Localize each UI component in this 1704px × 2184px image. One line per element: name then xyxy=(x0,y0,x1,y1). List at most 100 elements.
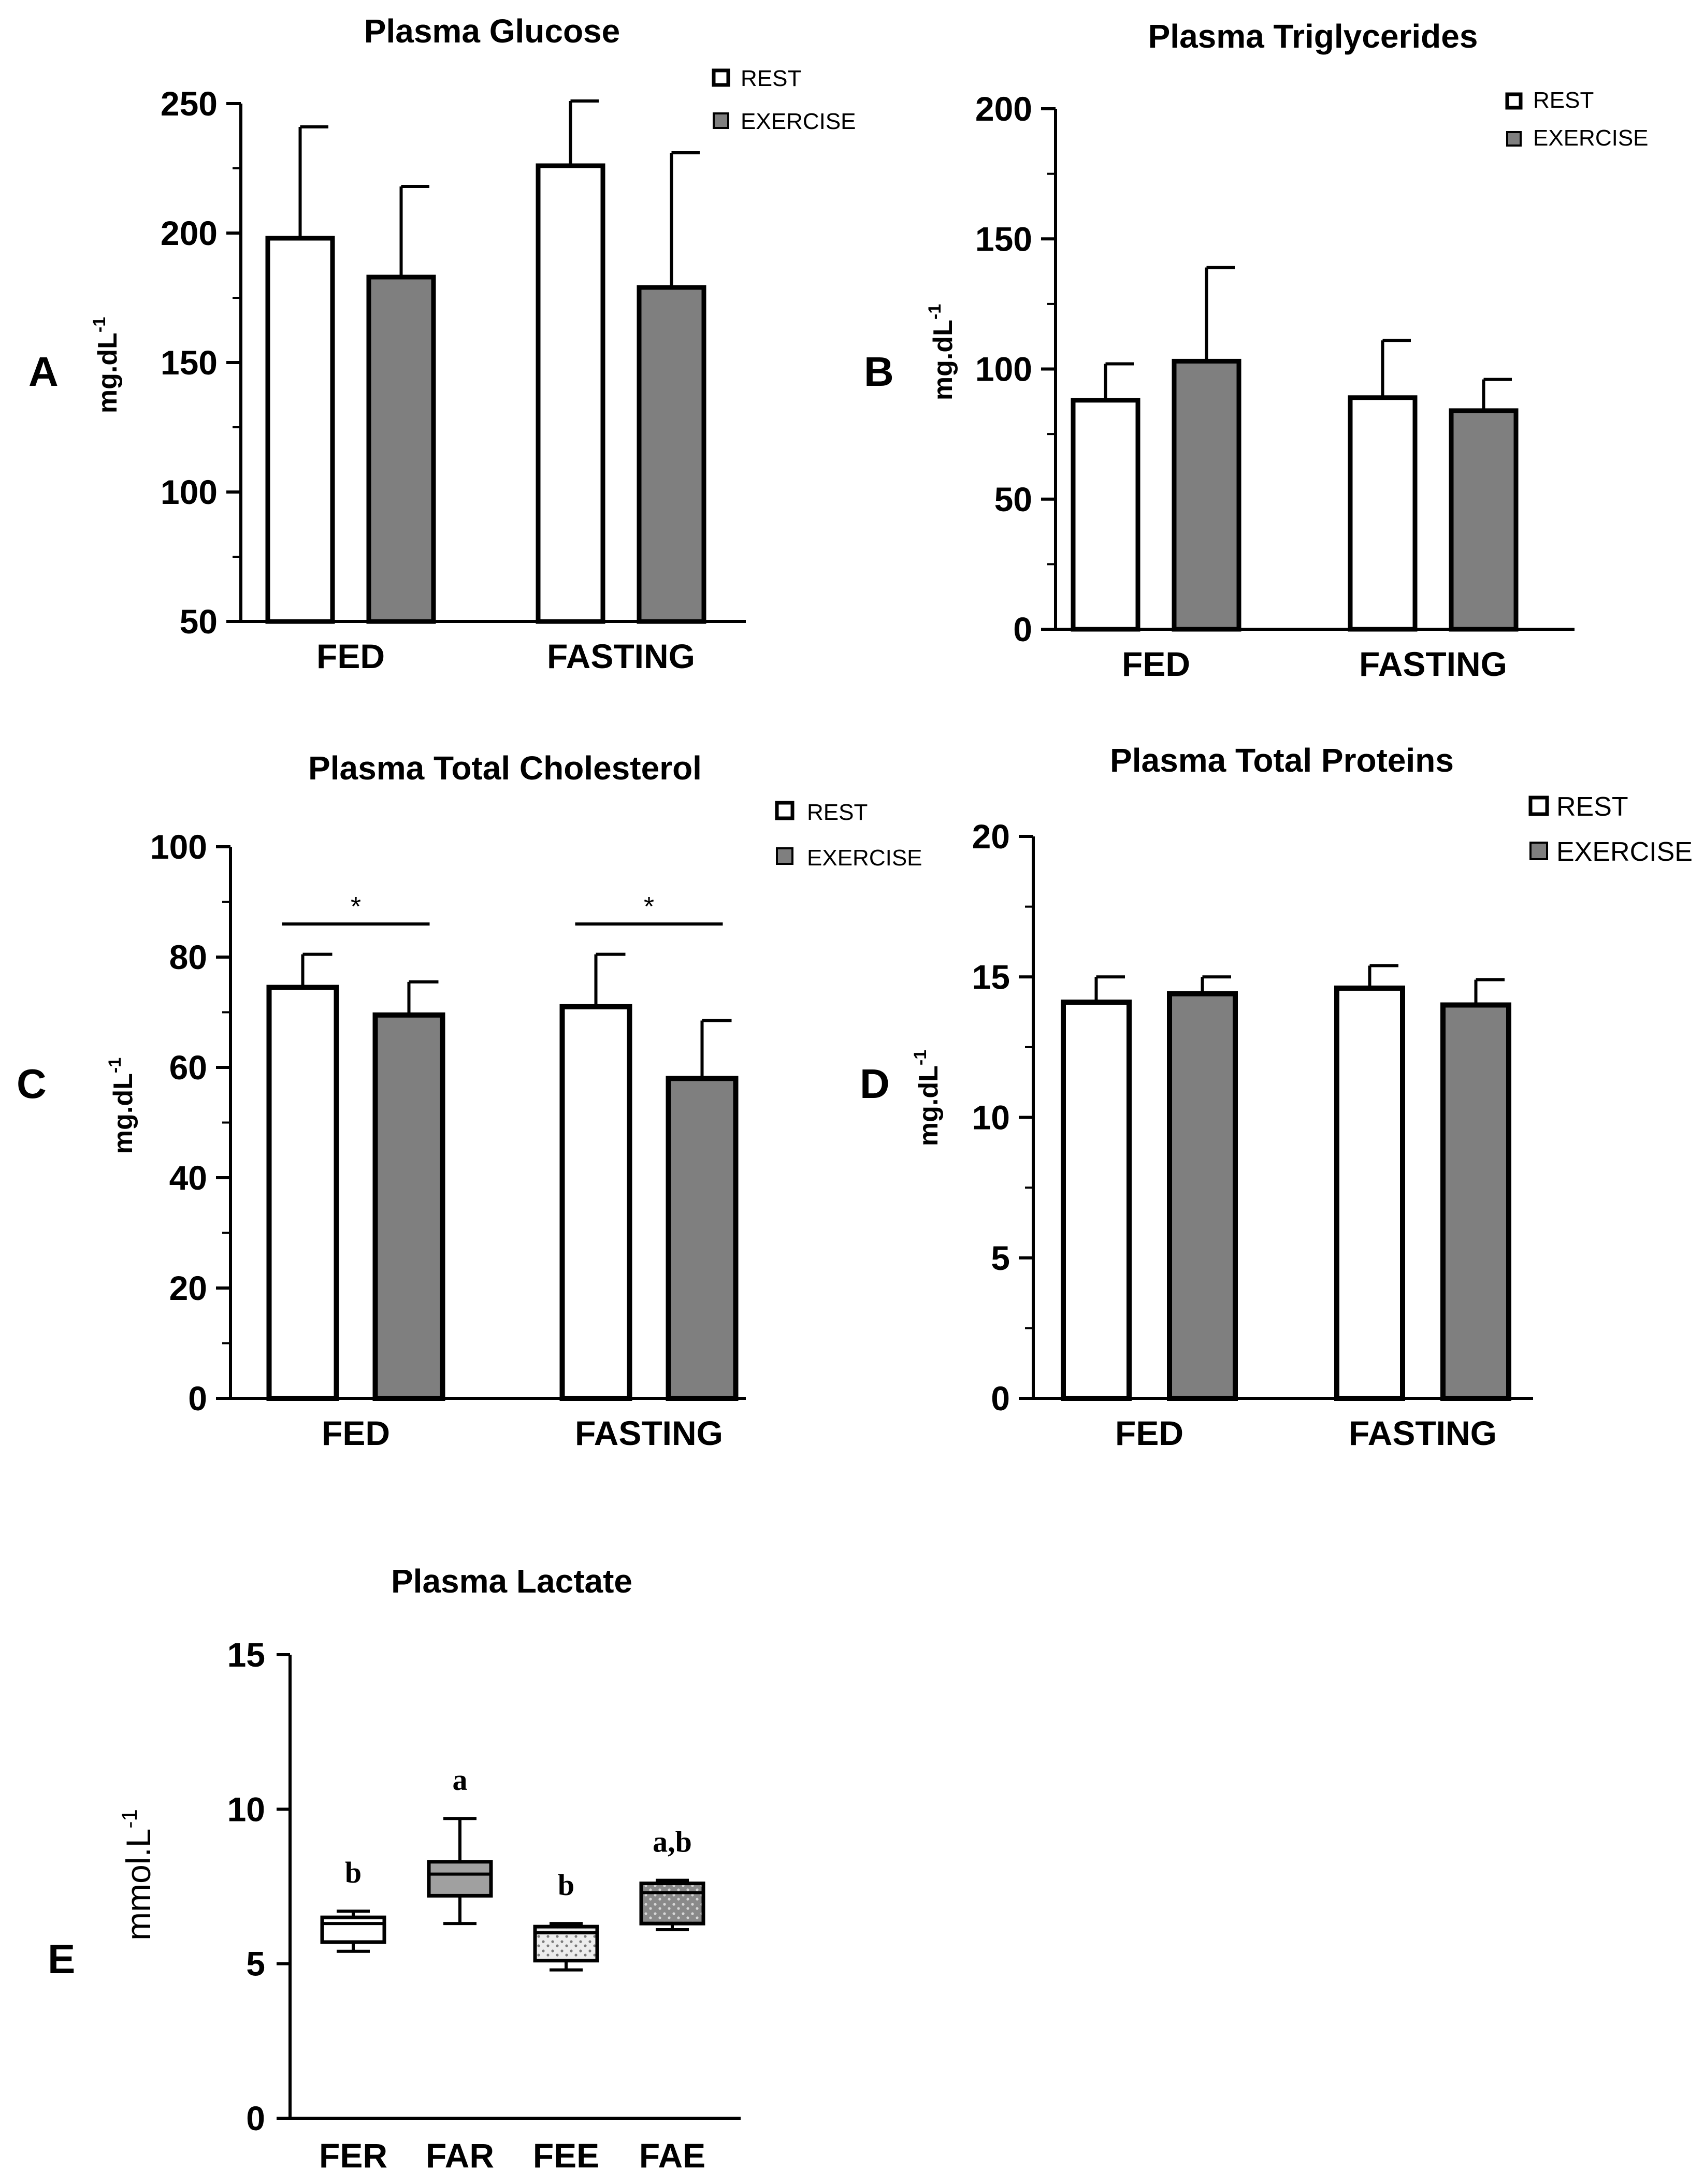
bar-exercise xyxy=(637,285,706,624)
y-axis-exponent: -1 xyxy=(105,1058,125,1073)
y-tick-label: 250 xyxy=(161,84,218,123)
cholesterol-chart: C Plasma Total Cholesterol mg.dL-1 REST … xyxy=(17,749,922,1452)
legend-rest-swatch xyxy=(1505,92,1523,110)
legend-rest-label: REST xyxy=(1533,88,1594,113)
group-letter: a,b xyxy=(653,1825,692,1859)
y-tick-label: 15 xyxy=(227,1636,265,1674)
y-tick-label: 20 xyxy=(169,1269,207,1307)
legend-exercise-label: EXERCISE xyxy=(1533,125,1649,151)
legend-exercise-swatch xyxy=(1529,842,1548,860)
x-category-label: FAR xyxy=(426,2136,494,2175)
bar-rest xyxy=(1061,1000,1132,1401)
legend: REST EXERCISE xyxy=(775,800,922,871)
bar-rest xyxy=(559,1004,632,1401)
bar-rest xyxy=(265,236,335,624)
legend-exercise-swatch xyxy=(776,847,793,865)
y-tick-label: 100 xyxy=(161,473,218,511)
bar-exercise xyxy=(366,274,436,624)
triglycerides-chart: B Plasma Triglycerides mg.dL-1 REST EXER… xyxy=(864,18,1649,683)
y-axis-unit: mmol.L xyxy=(119,1828,157,1940)
x-category-label: FEE xyxy=(533,2136,599,2175)
y-axis-unit: mg.dL xyxy=(108,1073,138,1154)
group-letter: b xyxy=(345,1856,362,1889)
y-axis-label: mg.dL-1 xyxy=(105,1058,138,1154)
x-category-label: FER xyxy=(319,2136,387,2175)
legend-rest-swatch xyxy=(775,801,795,820)
x-category-label: FASTING xyxy=(547,637,695,675)
y-tick-label: 80 xyxy=(169,938,207,976)
lactate-chart: E Plasma Lactate mmol.L-1 0 5 10 15 b FER a FAR… xyxy=(48,1563,741,2175)
x-category-label: FAE xyxy=(639,2136,705,2175)
y-tick-label: 50 xyxy=(180,602,218,641)
y-tick-label: 40 xyxy=(169,1159,207,1197)
y-tick-label: 200 xyxy=(161,214,218,252)
bar-exercise xyxy=(1440,1002,1511,1401)
y-tick-label: 15 xyxy=(972,958,1010,996)
y-tick-label: 0 xyxy=(1013,610,1032,648)
y-tick-label: 60 xyxy=(169,1048,207,1087)
panel-letter: C xyxy=(17,1061,47,1107)
bar-rest xyxy=(1334,985,1405,1401)
y-axis-exponent: -1 xyxy=(90,317,109,332)
group-letter: b xyxy=(558,1868,574,1902)
legend-exercise-label: EXERCISE xyxy=(807,845,922,871)
x-category-label: FASTING xyxy=(575,1414,723,1452)
bar-rest xyxy=(266,985,339,1401)
chart-title: Plasma Total Cholesterol xyxy=(308,749,702,787)
chart-title: Plasma Glucose xyxy=(364,12,620,50)
significance-marker: * xyxy=(644,892,654,922)
legend-rest-label: REST xyxy=(741,66,801,91)
y-tick-label: 10 xyxy=(227,1790,265,1828)
panel-letter: B xyxy=(864,349,894,395)
glucose-chart: A Plasma Glucose mg.dL-1 REST EXERCISE 5… xyxy=(28,12,856,675)
x-category-label: FED xyxy=(316,637,385,675)
bar-rest xyxy=(1348,395,1418,632)
y-tick-label: 100 xyxy=(975,350,1032,388)
y-tick-label: 0 xyxy=(246,2099,265,2137)
bar-exercise xyxy=(372,1012,445,1401)
legend-exercise-swatch xyxy=(713,112,729,129)
y-tick-label: 150 xyxy=(975,220,1032,258)
y-axis-exponent: -1 xyxy=(117,1809,141,1828)
legend-rest-swatch xyxy=(1528,796,1549,816)
bar-exercise xyxy=(1172,358,1241,632)
bar-rest xyxy=(536,163,605,624)
y-axis-exponent: -1 xyxy=(911,1050,930,1065)
bar-exercise xyxy=(1449,408,1519,632)
legend-rest-swatch xyxy=(712,68,730,87)
y-axis-label: mg.dL-1 xyxy=(90,317,123,413)
panel-letter: A xyxy=(28,349,59,395)
legend: REST EXERCISE xyxy=(1528,792,1693,867)
y-tick-label: 100 xyxy=(150,828,207,866)
legend-rest-label: REST xyxy=(1556,792,1628,822)
x-category-label: FED xyxy=(322,1414,390,1452)
legend: REST EXERCISE xyxy=(712,66,856,134)
y-tick-label: 5 xyxy=(991,1239,1010,1277)
bar-rest xyxy=(1071,398,1140,632)
y-tick-label: 0 xyxy=(188,1379,207,1418)
legend-rest-label: REST xyxy=(807,800,868,825)
chart-title: Plasma Triglycerides xyxy=(1148,18,1478,55)
legend-exercise-label: EXERCISE xyxy=(1556,837,1693,867)
x-category-label: FASTING xyxy=(1359,645,1507,683)
y-axis-label: mmol.L-1 xyxy=(117,1809,157,1941)
y-tick-label: 10 xyxy=(972,1098,1010,1137)
legend: REST EXERCISE xyxy=(1505,88,1649,151)
bar-exercise xyxy=(666,1076,739,1401)
x-category-label: FASTING xyxy=(1349,1414,1497,1452)
legend-exercise-label: EXERCISE xyxy=(741,109,856,134)
y-axis-unit: mg.dL xyxy=(93,332,123,413)
chart-title: Plasma Lactate xyxy=(391,1563,632,1600)
proteins-chart: D Plasma Total Proteins mg.dL-1 REST EXE… xyxy=(860,742,1693,1452)
box-far xyxy=(427,1860,493,1898)
x-category-label: FED xyxy=(1115,1414,1183,1452)
y-axis-unit: mg.dL xyxy=(914,1065,944,1146)
group-letter: a xyxy=(453,1763,468,1797)
y-axis-label: mg.dL-1 xyxy=(911,1050,944,1146)
chart-title: Plasma Total Proteins xyxy=(1110,742,1454,779)
panel-letter: E xyxy=(48,1936,75,1982)
legend-exercise-swatch xyxy=(1506,131,1522,147)
bar-exercise xyxy=(1167,991,1238,1401)
significance-marker: * xyxy=(351,892,361,922)
